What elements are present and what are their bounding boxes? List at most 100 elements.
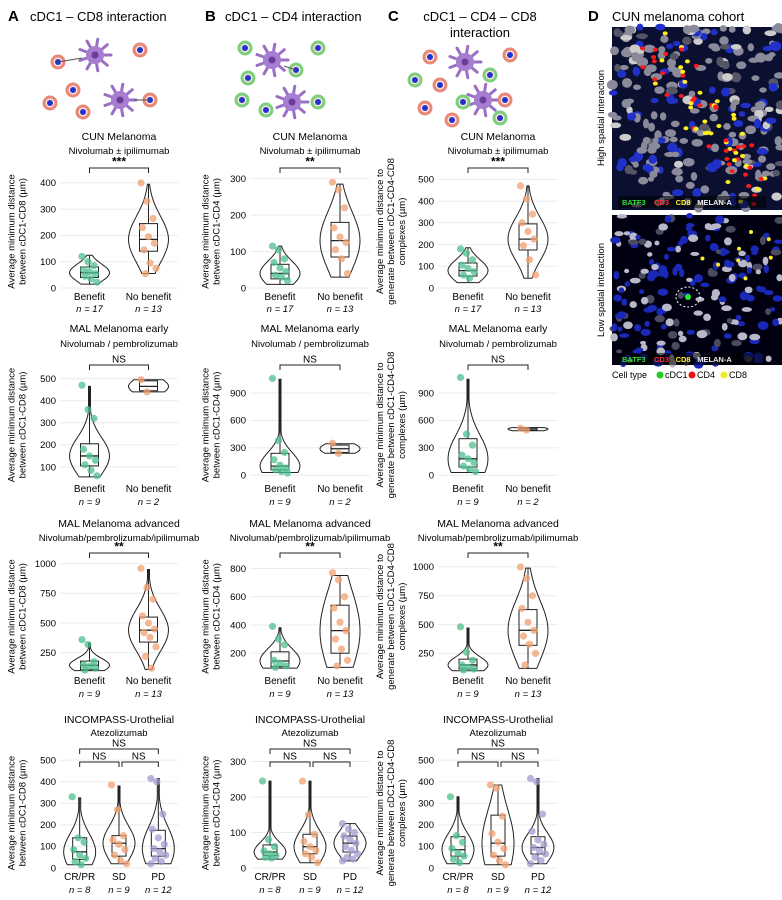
data-point — [113, 806, 122, 814]
data-point — [298, 777, 307, 785]
data-point — [342, 238, 350, 247]
legend-swatch — [688, 371, 696, 379]
y-tick-label: 300 — [40, 204, 56, 215]
data-point — [85, 452, 94, 460]
y-tick-label: 100 — [40, 842, 56, 853]
chart-b-1: MAL Melanoma early Nivolumab / pembrolizu… — [201, 323, 370, 508]
sample-size-label: n = 2 — [517, 497, 539, 508]
data-point — [519, 632, 528, 640]
significance-bracket — [89, 552, 149, 558]
data-point — [71, 857, 79, 866]
data-point — [150, 625, 159, 633]
violin — [128, 569, 169, 670]
sample-size-label: n = 17 — [267, 304, 294, 315]
data-point — [531, 271, 540, 279]
data-point — [82, 854, 90, 862]
data-point — [306, 843, 314, 851]
marker-label: MELAN-A — [697, 355, 732, 364]
data-point — [274, 436, 283, 445]
data-point — [159, 810, 167, 818]
y-tick-label: 300 — [40, 799, 56, 810]
group-label: No benefit — [126, 484, 172, 495]
data-point — [495, 856, 504, 865]
data-point — [277, 468, 286, 476]
treatment-subtitle: Nivolumab / pembrolizumab — [439, 339, 557, 350]
sample-size-label: n = 13 — [327, 689, 354, 700]
violin — [447, 247, 489, 284]
y-tick-label: 100 — [40, 257, 56, 268]
data-point — [486, 781, 495, 789]
y-tick-label: 600 — [230, 416, 246, 427]
data-point — [283, 277, 292, 285]
data-point — [346, 836, 354, 844]
data-point — [344, 825, 353, 833]
cohort-title: MAL Melanoma advanced — [58, 518, 180, 530]
data-point — [143, 197, 151, 205]
significance-label: NS — [303, 739, 317, 750]
violin — [102, 785, 136, 865]
data-point — [268, 242, 277, 250]
y-axis-label: complexes (µm) — [397, 391, 408, 459]
treatment-subtitle: Nivolumab ± ipilimumab — [448, 146, 549, 157]
data-point — [153, 778, 161, 786]
legend-title: Cell type — [612, 370, 647, 380]
data-point — [462, 430, 471, 438]
cohort-title: CUN Melanoma — [82, 131, 157, 143]
group-label: Benefit — [452, 484, 483, 495]
chart-c-3: INCOMPASS-Urothelial Atezolizumab 0 100 200 3… — [375, 714, 558, 896]
data-point — [340, 204, 349, 212]
y-tick-label: 0 — [241, 863, 246, 874]
significance-label: NS — [112, 739, 126, 750]
y-tick-label: 300 — [40, 418, 56, 429]
treatment-subtitle: Nivolumab / pembrolizumab — [60, 339, 178, 350]
data-point — [280, 255, 289, 263]
data-point — [448, 844, 456, 853]
y-axis-label: Average minimum distance — [201, 368, 212, 482]
data-point — [81, 666, 89, 674]
data-point — [454, 849, 462, 857]
data-point — [534, 836, 542, 844]
data-point — [141, 652, 150, 660]
sample-size-label: n = 9 — [79, 497, 101, 508]
legend-label: cDC1 — [665, 370, 688, 380]
sample-size-label: n = 13 — [327, 304, 354, 315]
significance-label: ** — [305, 540, 315, 554]
data-point — [300, 837, 308, 845]
data-point — [330, 224, 338, 232]
data-point — [84, 640, 92, 649]
significance-bracket — [89, 364, 149, 370]
violin — [507, 427, 549, 432]
y-tick-label: 300 — [230, 174, 246, 185]
data-point — [468, 656, 477, 664]
data-point — [138, 612, 147, 620]
y-tick-label: 600 — [230, 592, 246, 603]
sample-size-label: n = 12 — [525, 885, 552, 896]
data-point — [70, 846, 78, 854]
y-tick-label: 1000 — [35, 559, 56, 570]
y-tick-label: 0 — [429, 471, 434, 482]
data-point — [270, 656, 278, 664]
data-point — [525, 640, 534, 648]
data-point — [532, 778, 541, 786]
treatment-subtitle: Nivolumab ± ipilimumab — [260, 146, 361, 157]
high-interaction-label: High spatial interaction — [596, 70, 607, 166]
data-point — [91, 456, 100, 464]
treatment-subtitle: Atezolizumab — [469, 728, 526, 739]
data-point — [531, 853, 539, 861]
violin — [441, 796, 475, 865]
chart-b-2: MAL Melanoma advanced Nivolumab/pembroliz… — [201, 518, 391, 700]
group-label: SD — [491, 872, 505, 883]
y-tick-label: 200 — [230, 210, 246, 221]
significance-label: NS — [112, 355, 126, 366]
data-point — [470, 268, 478, 276]
sample-size-label: n = 17 — [76, 304, 103, 315]
data-point — [464, 455, 472, 463]
data-point — [68, 793, 76, 801]
box — [518, 223, 538, 251]
group-label: Benefit — [452, 676, 483, 687]
data-point — [160, 840, 168, 848]
data-point — [76, 851, 84, 859]
violin — [319, 443, 361, 454]
y-tick-label: 200 — [418, 240, 434, 251]
violin — [319, 575, 361, 668]
